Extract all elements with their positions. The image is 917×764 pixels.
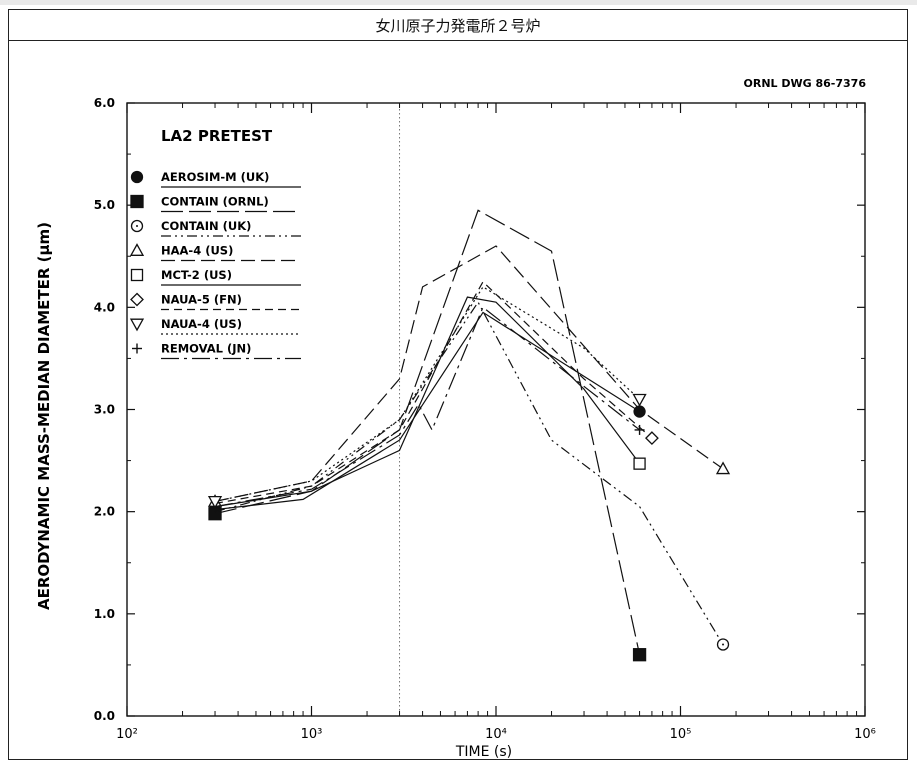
series-line bbox=[214, 296, 641, 508]
legend-label: MCT-2 (US) bbox=[161, 268, 232, 282]
legend-label: HAA-4 (US) bbox=[161, 244, 233, 258]
series-contain-uk bbox=[214, 301, 730, 651]
legend-label: CONTAIN (UK) bbox=[161, 219, 251, 233]
figure-area: ORNL DWG 86-7376 LA2 PRETEST TIME (s) AE… bbox=[9, 41, 907, 760]
x-tick-label: 10⁵ bbox=[670, 727, 692, 742]
legend-label: CONTAIN (ORNL) bbox=[161, 195, 269, 209]
y-tick-label: 2.0 bbox=[94, 505, 115, 519]
marker-open-inverted-triangle bbox=[207, 495, 223, 509]
x-axis-label: TIME (s) bbox=[455, 744, 512, 760]
chart-title: LA2 PRETEST bbox=[161, 127, 273, 145]
marker-open-triangle bbox=[715, 461, 731, 475]
y-tick-label: 1.0 bbox=[94, 607, 115, 621]
marker-open-diamond bbox=[130, 292, 144, 307]
x-tick-label: 10⁴ bbox=[485, 727, 507, 742]
y-tick-label: 0.0 bbox=[94, 709, 115, 723]
series-line bbox=[214, 209, 641, 655]
marker-filled-square bbox=[130, 194, 144, 209]
series-line bbox=[214, 280, 653, 505]
legend-item: REMOVAL (JN) bbox=[132, 342, 301, 360]
series-mct-2-us bbox=[214, 296, 646, 508]
legend-item: MCT-2 (US) bbox=[130, 268, 301, 286]
document-header-title: 女川原子力発電所２号炉 bbox=[9, 10, 907, 41]
series-aerosim-m-uk bbox=[208, 311, 646, 516]
x-tick-label: 10³ bbox=[301, 727, 323, 742]
series-line bbox=[214, 286, 641, 502]
marker-open-diamond bbox=[645, 431, 659, 446]
document-frame: 女川原子力発電所２号炉 ORNL DWG 86-7376 LA2 PRETEST… bbox=[8, 9, 908, 760]
y-tick-label: 6.0 bbox=[94, 96, 115, 110]
legend-label: REMOVAL (JN) bbox=[161, 342, 251, 356]
x-tick-label: 10² bbox=[116, 727, 138, 742]
marker-dot bbox=[136, 225, 138, 227]
y-tick-label: 3.0 bbox=[94, 403, 115, 417]
marker-filled-circle bbox=[130, 170, 144, 184]
marker-filled-square bbox=[208, 507, 222, 521]
legend-item: CONTAIN (UK) bbox=[130, 219, 301, 237]
series-removal-jn bbox=[214, 306, 645, 508]
marker-open-inverted-triangle bbox=[632, 393, 647, 407]
series-naua-4-us bbox=[207, 286, 647, 509]
series-line bbox=[214, 245, 724, 502]
marker-open-inverted-triangle bbox=[129, 318, 145, 332]
legend: AEROSIM-M (UK) CONTAIN (ORNL) CONTAIN (UK)… bbox=[129, 170, 301, 360]
legend-label: NAUA-5 (FN) bbox=[161, 293, 242, 307]
legend-label: AEROSIM-M (UK) bbox=[161, 170, 269, 184]
series-line bbox=[214, 311, 640, 511]
legend-item: HAA-4 (US) bbox=[129, 243, 301, 262]
series-line bbox=[214, 301, 724, 645]
top-strip bbox=[0, 0, 917, 5]
drawing-id: ORNL DWG 86-7376 bbox=[744, 77, 867, 90]
marker-open-square bbox=[633, 457, 646, 470]
marker-filled-square bbox=[632, 648, 647, 662]
legend-label: NAUA-4 (US) bbox=[161, 317, 242, 331]
legend-item: NAUA-4 (US) bbox=[129, 317, 301, 335]
y-tick-label: 4.0 bbox=[94, 300, 115, 314]
y-tick-label: 5.0 bbox=[94, 198, 115, 212]
series-contain-ornl bbox=[208, 209, 647, 662]
marker-dot bbox=[722, 643, 725, 646]
legend-item: CONTAIN (ORNL) bbox=[130, 194, 301, 213]
series-naua-5-fn bbox=[214, 280, 659, 505]
y-axis-label: AERODYNAMIC MASS-MEDIAN DIAMETER (μm) bbox=[35, 222, 53, 610]
legend-item: AEROSIM-M (UK) bbox=[130, 170, 301, 188]
legend-item: NAUA-5 (FN) bbox=[130, 292, 301, 311]
marker-filled-circle bbox=[633, 405, 646, 418]
marker-open-triangle bbox=[129, 243, 145, 256]
series-line bbox=[214, 306, 640, 508]
marker-open-square bbox=[130, 268, 144, 282]
x-tick-label: 10⁶ bbox=[854, 727, 876, 742]
aerosol-diameter-chart: ORNL DWG 86-7376 LA2 PRETEST TIME (s) AE… bbox=[35, 77, 876, 760]
